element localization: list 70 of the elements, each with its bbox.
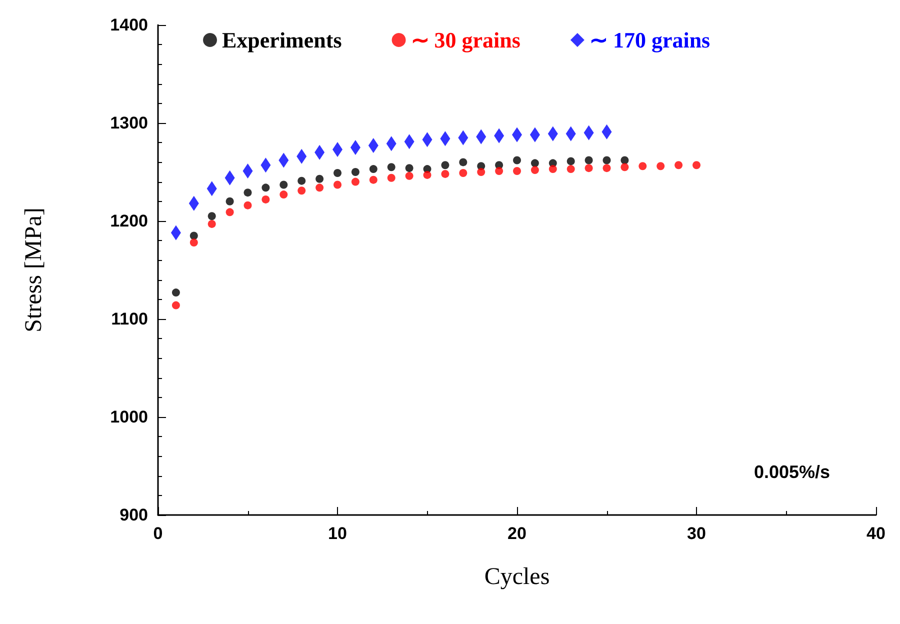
point xyxy=(530,166,539,174)
point xyxy=(387,174,396,182)
point xyxy=(190,232,198,240)
point xyxy=(602,164,611,172)
point xyxy=(584,164,593,172)
legend-label: ∼ 30 grains xyxy=(410,28,521,52)
point xyxy=(172,301,180,310)
point xyxy=(190,238,198,247)
point xyxy=(441,161,450,170)
x-tick-label: 40 xyxy=(866,524,886,543)
point xyxy=(692,161,700,170)
point xyxy=(566,165,575,174)
point xyxy=(351,178,360,186)
point xyxy=(602,156,611,164)
point xyxy=(244,188,252,197)
point xyxy=(298,186,306,195)
point xyxy=(226,197,234,206)
annotation: 0.005%/s xyxy=(754,462,830,482)
point xyxy=(334,168,342,177)
point xyxy=(316,174,324,183)
y-axis-title: Stress [MPa] xyxy=(21,208,47,332)
point xyxy=(495,167,504,176)
y-tick-label: 1000 xyxy=(110,408,148,426)
point xyxy=(620,156,629,164)
point xyxy=(441,170,450,178)
point xyxy=(208,220,216,228)
point xyxy=(351,168,360,176)
point xyxy=(423,170,432,179)
point xyxy=(172,288,180,297)
x-tick-label: 0 xyxy=(153,524,163,543)
x-tick-label: 30 xyxy=(687,524,706,543)
point xyxy=(350,140,360,155)
point xyxy=(477,168,486,176)
point xyxy=(405,164,414,172)
point xyxy=(369,165,378,174)
x-tick-label: 20 xyxy=(508,524,526,543)
point xyxy=(262,195,270,204)
x-tick-label: 10 xyxy=(328,524,347,543)
point xyxy=(387,163,396,172)
point xyxy=(208,212,216,220)
point xyxy=(674,161,683,170)
point xyxy=(566,157,575,166)
point xyxy=(280,190,288,199)
point xyxy=(638,162,647,170)
point xyxy=(513,156,521,164)
y-tick-label: 1200 xyxy=(110,212,148,230)
point xyxy=(405,172,414,180)
point xyxy=(513,167,521,176)
point xyxy=(334,180,342,189)
point xyxy=(369,176,378,184)
point xyxy=(548,165,557,174)
y-tick-label: 1300 xyxy=(110,114,148,132)
point xyxy=(262,184,270,192)
legend-label: ∼ 170 grains xyxy=(589,28,711,52)
point xyxy=(584,156,593,164)
point xyxy=(298,176,306,185)
x-axis-title: Cycles xyxy=(484,564,550,590)
y-tick-label: 1400 xyxy=(110,16,148,34)
point xyxy=(620,163,629,172)
point xyxy=(226,208,234,216)
point xyxy=(280,180,288,189)
point xyxy=(656,162,665,170)
y-tick-label: 900 xyxy=(120,506,148,524)
point xyxy=(244,201,252,210)
point xyxy=(530,159,539,168)
point xyxy=(316,184,324,192)
legend-label: Experiments xyxy=(222,28,342,52)
point xyxy=(459,158,468,166)
point xyxy=(459,168,468,177)
y-tick-label: 1100 xyxy=(111,310,148,328)
